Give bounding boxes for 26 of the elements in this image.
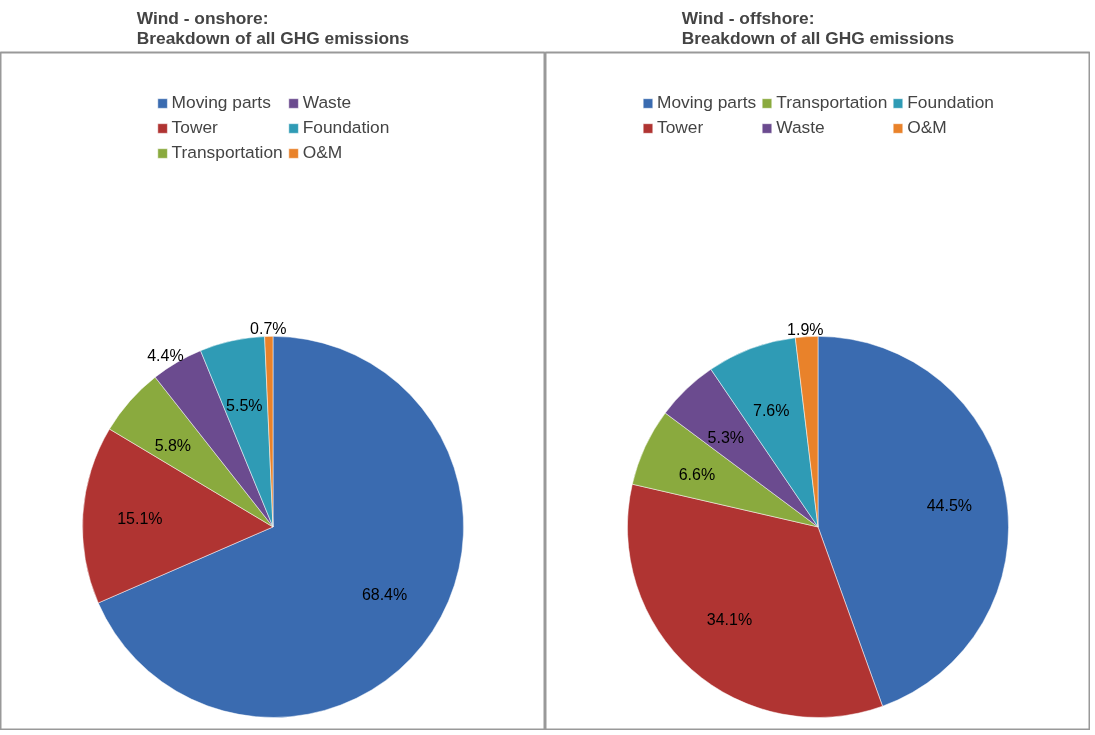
data-label: 0.7% bbox=[250, 320, 287, 338]
data-label: 7.6% bbox=[753, 402, 790, 420]
legend-label: Waste bbox=[776, 117, 825, 138]
legend-label: Foundation bbox=[907, 92, 995, 113]
legend-label: Tower bbox=[656, 117, 704, 138]
legend-label: Moving parts bbox=[656, 92, 757, 113]
chart-title: Wind - onshore: Breakdown of all GHG emissions bbox=[136, 7, 410, 48]
data-label: 5.8% bbox=[154, 436, 192, 454]
data-label: 44.5% bbox=[926, 497, 973, 515]
data-label: 34.1% bbox=[706, 611, 753, 629]
legend-label: O&M bbox=[907, 117, 947, 138]
legend-label: Tower bbox=[171, 117, 218, 138]
data-label: 5.5% bbox=[226, 397, 263, 415]
legend-label: Transportation bbox=[171, 142, 283, 163]
chart-title: Wind - offshore: Breakdown of all GHG emissions bbox=[681, 7, 955, 48]
data-label: 15.1% bbox=[117, 510, 163, 528]
legend-label: Transportation bbox=[776, 92, 888, 113]
legend-label: Foundation bbox=[302, 117, 390, 138]
legend-label: Waste bbox=[302, 92, 352, 113]
legend-label: Moving parts bbox=[171, 92, 271, 113]
data-label: 4.4% bbox=[147, 347, 184, 365]
data-label: 68.4% bbox=[361, 586, 408, 604]
data-label: 1.9% bbox=[787, 320, 824, 338]
data-label: 6.6% bbox=[678, 466, 716, 484]
data-label: 5.3% bbox=[707, 428, 745, 446]
legend-label: O&M bbox=[302, 142, 343, 163]
